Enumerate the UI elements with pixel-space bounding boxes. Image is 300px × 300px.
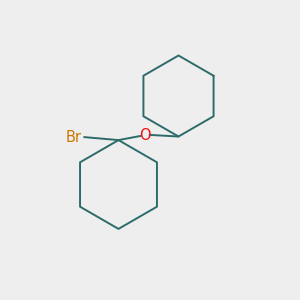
Text: O: O	[139, 128, 151, 143]
Text: Br: Br	[66, 130, 82, 145]
